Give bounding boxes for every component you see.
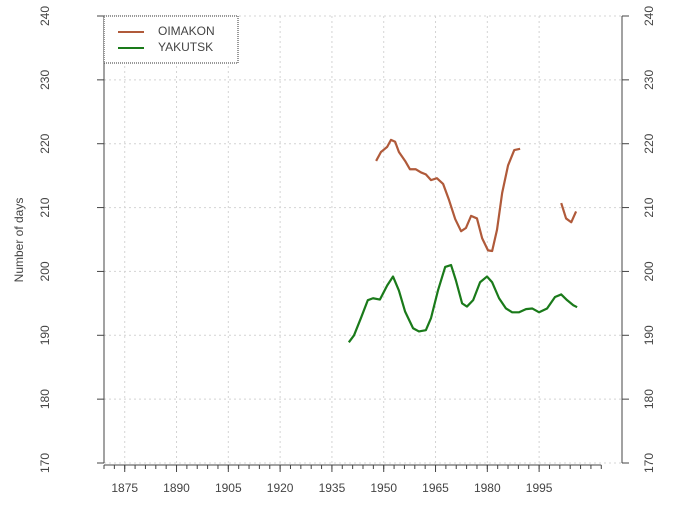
legend-label: OIMAKON <box>158 24 215 38</box>
series-line <box>347 263 578 343</box>
y-tick-label: 170 <box>38 453 52 473</box>
x-tick-label: 1980 <box>474 481 501 495</box>
y-axis-label: Number of days <box>12 198 26 283</box>
x-tick-label: 1935 <box>319 481 346 495</box>
legend: OIMAKON YAKUTSK <box>103 15 239 64</box>
y-tick-label: 230 <box>38 70 52 90</box>
y-tick-label: 220 <box>38 133 52 153</box>
y-tick-label: 210 <box>38 197 52 217</box>
y2-tick-label: 240 <box>642 6 656 26</box>
y2-tick-label: 180 <box>642 389 656 409</box>
y2-tick-label: 230 <box>642 70 656 90</box>
x-tick-label: 1920 <box>267 481 294 495</box>
y2-tick-label: 210 <box>642 197 656 217</box>
y-tick-label: 200 <box>38 261 52 281</box>
legend-box <box>103 15 239 64</box>
x-tick-label: 1995 <box>526 481 553 495</box>
y-tick-label: 240 <box>38 6 52 26</box>
x-tick-label: 1905 <box>215 481 242 495</box>
series-line <box>375 138 578 253</box>
y-tick-label: 180 <box>38 389 52 409</box>
y2-tick-label: 220 <box>642 133 656 153</box>
x-tick-label: 1950 <box>370 481 397 495</box>
x-tick-label: 1965 <box>422 481 449 495</box>
y2-tick-label: 200 <box>642 261 656 281</box>
y2-tick-label: 170 <box>642 453 656 473</box>
y-tick-label: 190 <box>38 325 52 345</box>
x-tick-label: 1875 <box>111 481 138 495</box>
x-tick-label: 1890 <box>163 481 190 495</box>
y2-tick-label: 190 <box>642 325 656 345</box>
legend-label: YAKUTSK <box>158 40 213 54</box>
